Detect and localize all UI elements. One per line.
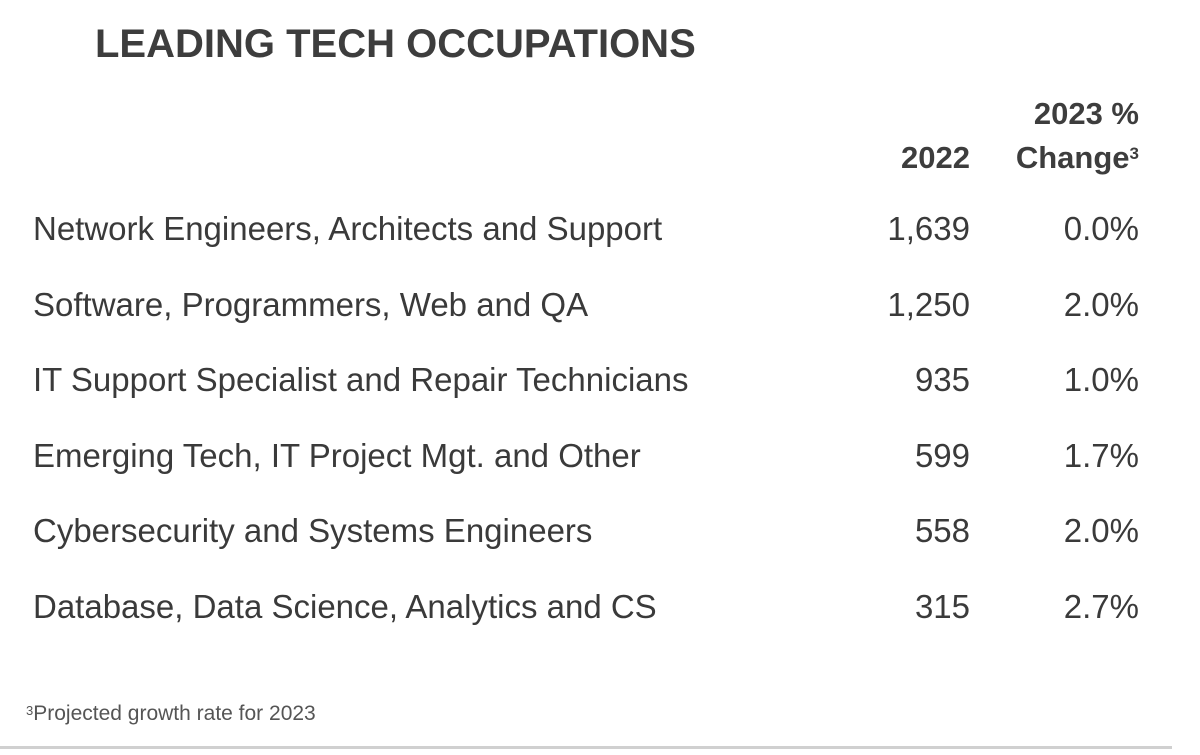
occupation-label: IT Support Specialist and Repair Technic… xyxy=(33,361,689,398)
column-header-change-line2: Change3 xyxy=(1016,136,1139,180)
table-row: Database, Data Science, Analytics and CS… xyxy=(0,574,1200,650)
column-header-change-label: Change xyxy=(1015,140,1130,175)
occupation-label: Cybersecurity and Systems Engineers xyxy=(33,512,593,549)
value-2022: 558 xyxy=(914,512,970,549)
value-2022: 935 xyxy=(914,361,970,398)
value-2022: 315 xyxy=(914,587,970,625)
column-header-2022-label: 2022 xyxy=(901,140,970,175)
value-2022: 1,250 xyxy=(887,285,970,323)
occupation-label: Emerging Tech, IT Project Mgt. and Other xyxy=(33,436,641,474)
table-row: IT Support Specialist and Repair Technic… xyxy=(0,347,1200,423)
footnote-text: Projected growth rate for 2023 xyxy=(33,702,316,725)
column-header-2022: 2022 xyxy=(901,136,970,180)
change-2023: 1.7% xyxy=(1063,436,1139,474)
occupation-label: Database, Data Science, Analytics and CS xyxy=(33,587,657,625)
footnote: 3Projected growth rate for 2023 xyxy=(26,702,316,726)
column-header-change: 2023 % Change3 xyxy=(1016,92,1139,180)
bottom-divider xyxy=(0,746,1172,749)
page-title: LEADING TECH OCCUPATIONS xyxy=(95,22,696,66)
footnote-marker: 3 xyxy=(26,703,34,718)
change-2023: 2.7% xyxy=(1063,587,1139,625)
change-2023: 2.0% xyxy=(1063,285,1139,323)
change-2023: 2.0% xyxy=(1063,512,1139,549)
value-2022: 599 xyxy=(914,436,970,474)
column-header-footnote-marker: 3 xyxy=(1129,144,1139,163)
table-row: Network Engineers, Architects and Suppor… xyxy=(0,196,1200,272)
value-2022: 1,639 xyxy=(887,210,970,247)
change-2023: 1.0% xyxy=(1063,361,1139,398)
column-header-change-line1: 2023 % xyxy=(1033,96,1139,131)
table-row: Emerging Tech, IT Project Mgt. and Other… xyxy=(0,423,1200,499)
change-2023: 0.0% xyxy=(1063,210,1139,247)
occupation-label: Software, Programmers, Web and QA xyxy=(33,285,589,323)
occupation-label: Network Engineers, Architects and Suppor… xyxy=(33,210,663,247)
occupations-table: Network Engineers, Architects and Suppor… xyxy=(0,196,1200,649)
table-row: Software, Programmers, Web and QA 1,250 … xyxy=(0,272,1200,348)
table-row: Cybersecurity and Systems Engineers 558 … xyxy=(0,498,1200,574)
